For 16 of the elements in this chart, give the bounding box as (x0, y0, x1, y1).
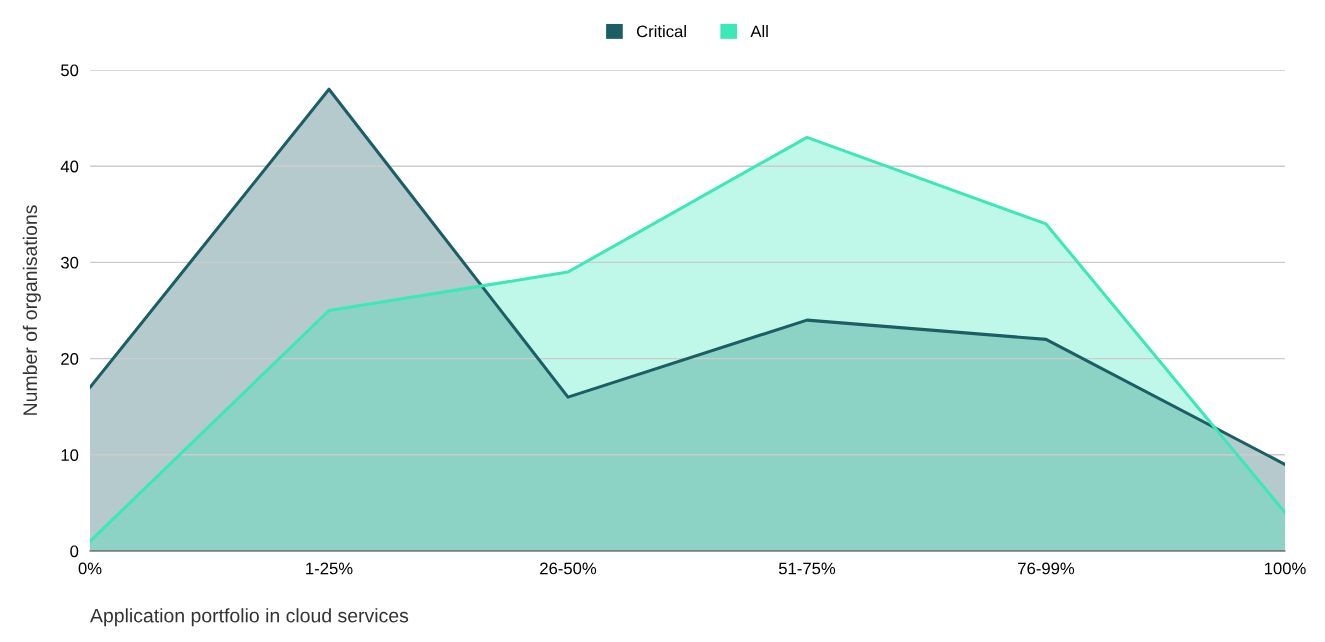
x-tick-label: 0% (78, 562, 102, 575)
x-tick-label: 51-75% (778, 562, 836, 575)
y-tick-label: 40 (60, 160, 79, 173)
x-tick-label: 26-50% (540, 562, 597, 575)
y-axis-title: Number of organisations (22, 205, 41, 415)
x-tick-label: 100% (1264, 562, 1306, 575)
legend-label: Critical (636, 25, 686, 38)
y-tick-label: 30 (60, 256, 79, 269)
legend-label: All (750, 25, 768, 38)
y-tick-label: 50 (61, 64, 79, 77)
y-tick-label: 20 (61, 353, 79, 365)
y-tick-label: 0 (70, 545, 79, 558)
x-axis-title: Application portfolio in cloud services (90, 608, 409, 627)
x-tick-label: 76-99% (1018, 562, 1075, 575)
y-tick-label: 10 (61, 449, 79, 461)
x-tick-label: 1-25% (306, 562, 353, 575)
